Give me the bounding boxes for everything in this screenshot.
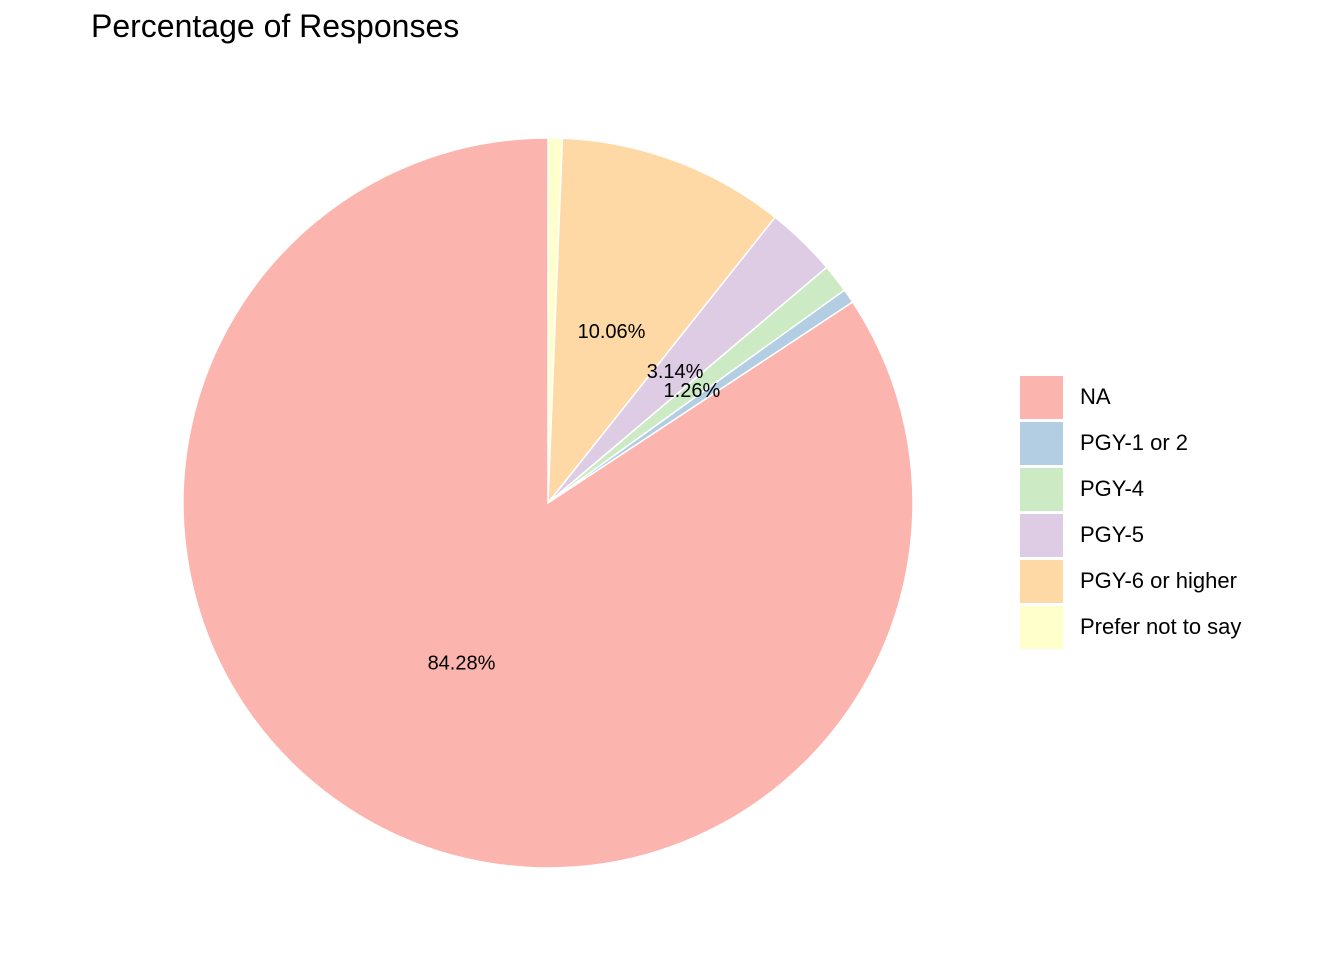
legend-item-pgy-5: PGY-5 bbox=[1020, 512, 1241, 558]
pie-slices bbox=[182, 137, 914, 869]
pie-slice-na bbox=[182, 137, 914, 869]
legend-swatch bbox=[1020, 559, 1063, 603]
legend-swatch bbox=[1020, 605, 1063, 649]
legend-item-pgy-6-or-higher: PGY-6 or higher bbox=[1020, 558, 1241, 604]
legend-item-prefer-not-to-say: Prefer not to say bbox=[1020, 604, 1241, 650]
legend-item-pgy-1-or-2: PGY-1 or 2 bbox=[1020, 420, 1241, 466]
legend-swatch bbox=[1020, 513, 1063, 557]
legend-label: NA bbox=[1080, 384, 1111, 409]
data-label-pgy-4: 1.26% bbox=[664, 380, 721, 402]
legend-swatch bbox=[1020, 421, 1063, 465]
legend-swatch bbox=[1020, 467, 1063, 511]
legend-label: PGY-5 bbox=[1080, 522, 1145, 547]
data-label-pgy-5: 3.14% bbox=[647, 361, 704, 383]
legend-item-na: NA bbox=[1020, 374, 1241, 420]
chart-title: Percentage of Responses bbox=[91, 8, 460, 44]
legend-item-pgy-4: PGY-4 bbox=[1020, 466, 1241, 512]
legend-label: Prefer not to say bbox=[1080, 614, 1242, 639]
data-label-na: 84.28% bbox=[428, 653, 496, 675]
legend-label: PGY-6 or higher bbox=[1080, 568, 1237, 593]
data-label-pgy-6-or-higher: 10.06% bbox=[578, 321, 646, 343]
legend-label: PGY-4 bbox=[1080, 476, 1145, 501]
pie-data-labels: 10.06%3.14%1.26% 84.28% bbox=[428, 321, 721, 675]
legend-label: PGY-1 or 2 bbox=[1080, 430, 1189, 455]
pie-slice-pgy-6-or-higher bbox=[547, 137, 777, 506]
legend: NA PGY-1 or 2 PGY-4 PGY-5 PGY-6 or higher Pre… bbox=[1020, 374, 1241, 650]
legend-swatch bbox=[1020, 375, 1063, 419]
